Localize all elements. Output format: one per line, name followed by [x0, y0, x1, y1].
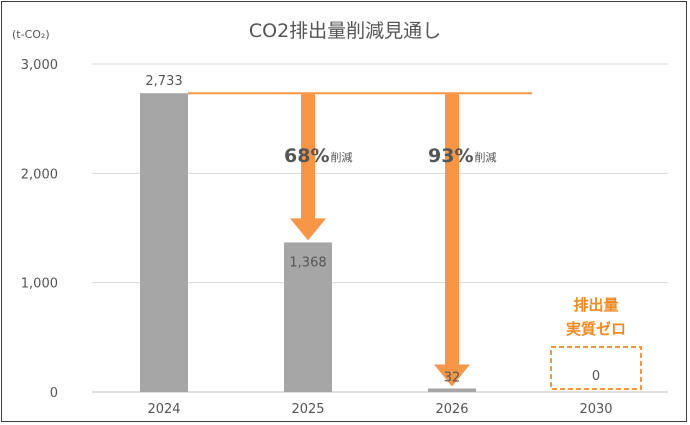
y-tick-label: 1,000: [21, 277, 58, 292]
chart-title: CO2排出量削減見通し: [249, 20, 441, 42]
x-axis-ticks: 2024 2025 2026 2030: [147, 402, 612, 417]
reduction-percent: 68%: [284, 145, 329, 167]
x-tick-label: 2026: [435, 402, 468, 417]
goal-box: [550, 346, 642, 390]
data-label: 2,733: [145, 74, 182, 89]
reduction-arrow: [434, 93, 470, 387]
reduction-suffix: 削減: [330, 150, 352, 164]
goal-line-2: 実質ゼロ: [566, 320, 626, 338]
y-unit-label: (t-CO₂): [12, 28, 50, 41]
goal-line-1: 排出量: [573, 296, 618, 314]
y-axis-ticks: 0 1,000 2,000 3,000: [21, 58, 58, 401]
data-label: 32: [444, 371, 461, 386]
bar: [428, 388, 476, 392]
x-tick-label: 2024: [147, 402, 180, 417]
reduction-percent: 93%: [428, 145, 473, 167]
y-tick-label: 2,000: [21, 167, 58, 182]
reduction-suffix: 削減: [474, 150, 496, 164]
reduction-arrow: [290, 93, 326, 241]
y-tick-label: 0: [50, 386, 58, 401]
bars: [140, 93, 476, 392]
x-tick-label: 2030: [579, 402, 612, 417]
data-label: 1,368: [289, 255, 326, 270]
bar: [140, 93, 188, 392]
x-tick-label: 2025: [291, 402, 324, 417]
y-tick-label: 3,000: [21, 58, 58, 73]
bar: [284, 242, 332, 392]
goal-value-label: 0: [592, 369, 600, 384]
reduction-arrows: [290, 93, 470, 387]
